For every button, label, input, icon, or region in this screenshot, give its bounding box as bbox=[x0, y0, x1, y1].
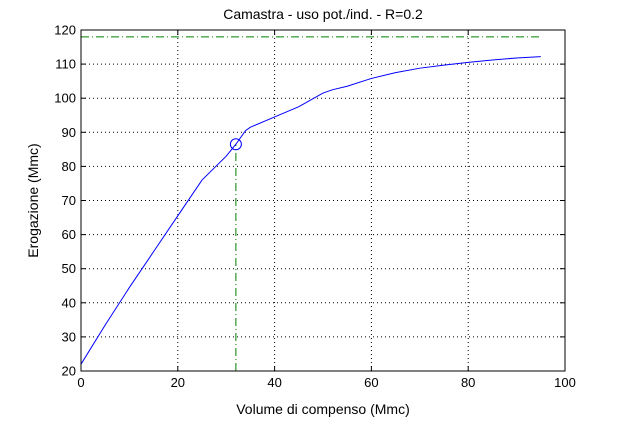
y-tick-label: 90 bbox=[62, 125, 76, 140]
y-tick-label: 20 bbox=[62, 364, 76, 379]
y-tick-label: 60 bbox=[62, 227, 76, 242]
x-tick-label: 20 bbox=[171, 375, 185, 390]
x-tick-label: 60 bbox=[364, 375, 378, 390]
x-tick-label: 40 bbox=[267, 375, 281, 390]
y-tick-label: 50 bbox=[62, 261, 76, 276]
y-tick-label: 70 bbox=[62, 193, 76, 208]
series-line bbox=[80, 56, 541, 365]
y-tick-label: 40 bbox=[62, 295, 76, 310]
x-tick-label: 100 bbox=[554, 375, 576, 390]
x-tick-label: 80 bbox=[461, 375, 475, 390]
y-axis-label: Erogazione (Mmc) bbox=[25, 143, 41, 257]
y-tick-label: 110 bbox=[55, 57, 76, 72]
x-axis-label: Volume di compenso (Mmc) bbox=[236, 401, 410, 417]
marker-circle bbox=[229, 138, 242, 151]
y-tick-label: 80 bbox=[62, 159, 76, 174]
chart-title: Camastra - uso pot./ind. - R=0.2 bbox=[223, 6, 423, 22]
y-tick-label: 30 bbox=[62, 329, 76, 344]
y-tick-label: 120 bbox=[54, 23, 76, 38]
y-tick-label: 100 bbox=[54, 91, 76, 106]
x-tick-label: 0 bbox=[77, 375, 84, 390]
